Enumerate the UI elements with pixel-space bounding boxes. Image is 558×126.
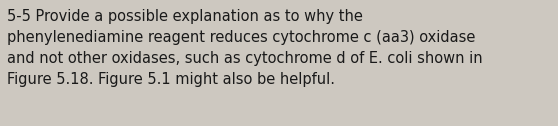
Text: 5-5 Provide a possible explanation as to why the
phenylenediamine reagent reduce: 5-5 Provide a possible explanation as to… [7, 9, 482, 87]
